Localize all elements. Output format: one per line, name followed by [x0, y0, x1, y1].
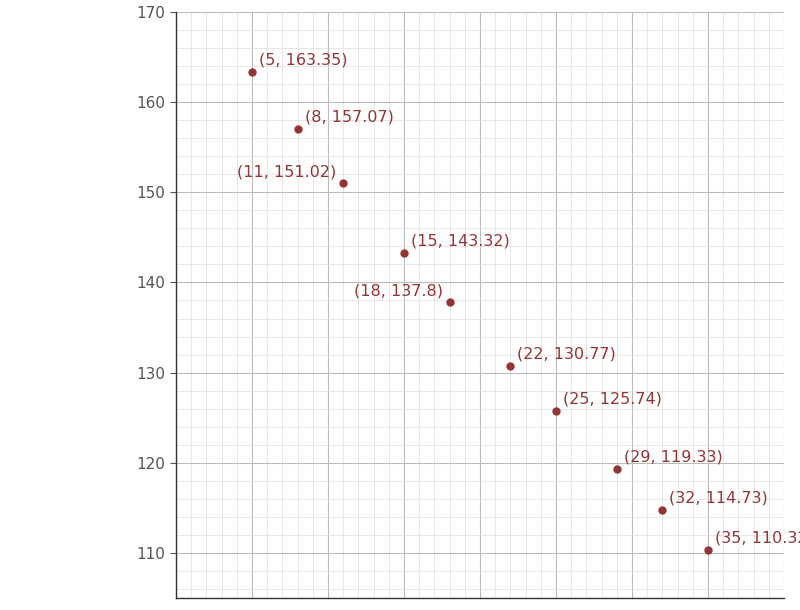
Text: (11, 151.02): (11, 151.02) [237, 164, 336, 179]
Text: (29, 119.33): (29, 119.33) [624, 450, 722, 465]
Text: (15, 143.32): (15, 143.32) [411, 234, 510, 248]
Text: (18, 137.8): (18, 137.8) [354, 283, 442, 298]
Text: (22, 130.77): (22, 130.77) [518, 346, 616, 362]
Text: (5, 163.35): (5, 163.35) [259, 53, 347, 68]
Text: (32, 114.73): (32, 114.73) [670, 491, 768, 506]
Text: (8, 157.07): (8, 157.07) [305, 110, 394, 124]
Text: (25, 125.74): (25, 125.74) [563, 392, 662, 407]
Text: (35, 110.32): (35, 110.32) [715, 531, 800, 546]
